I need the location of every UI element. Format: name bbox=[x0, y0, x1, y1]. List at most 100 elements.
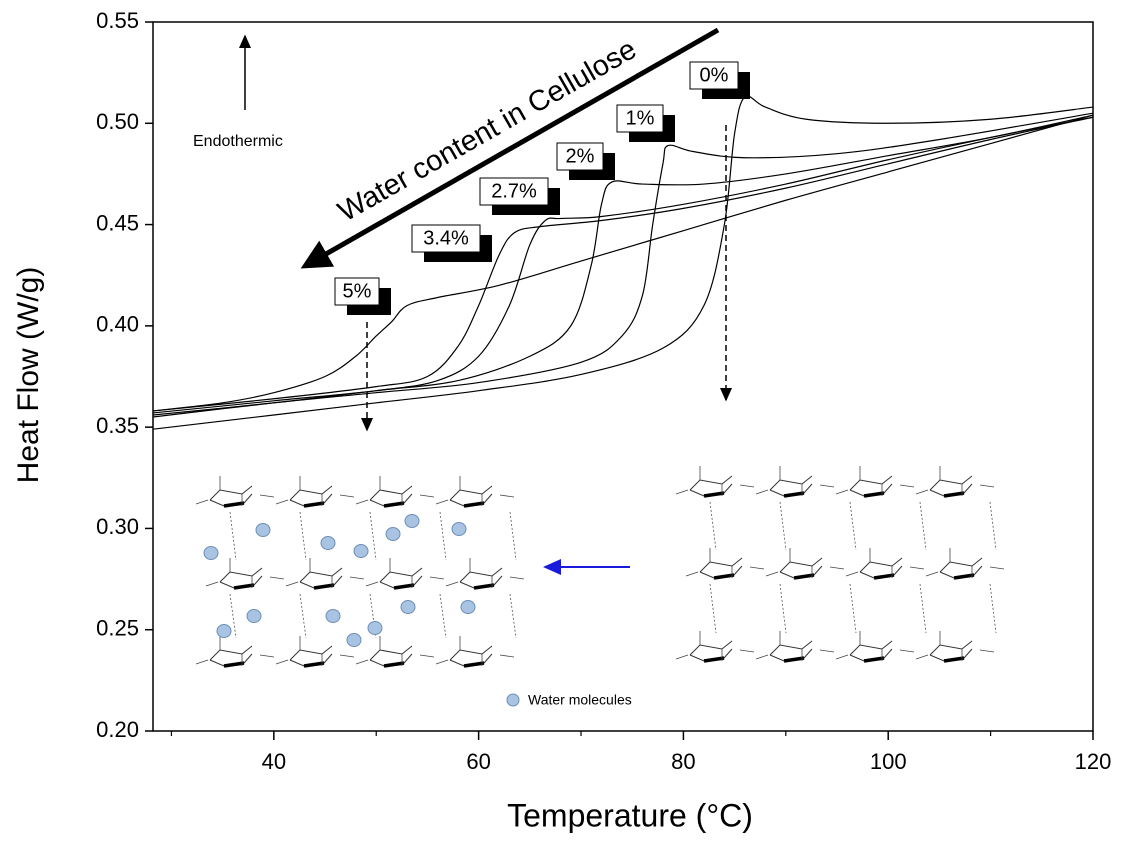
glucose-ring-edge bbox=[863, 491, 885, 498]
y-tick-label: 0.55 bbox=[96, 8, 139, 33]
substituent-bonds bbox=[355, 476, 435, 506]
y-axis-label: Heat Flow (W/g) bbox=[12, 267, 45, 484]
glucose-ring-edge bbox=[223, 501, 245, 508]
glucose-ring-edge bbox=[463, 501, 485, 508]
hydrogen-bond bbox=[439, 511, 447, 561]
y-tick-label: 0.45 bbox=[96, 210, 139, 235]
y-tick-label: 0.40 bbox=[96, 312, 139, 337]
y-tick-label: 0.35 bbox=[96, 413, 139, 438]
dsc-curve bbox=[153, 116, 1093, 412]
substituent-bonds bbox=[435, 636, 515, 666]
glucose-ring bbox=[369, 485, 413, 507]
glucose-ring bbox=[379, 567, 423, 589]
water-molecule bbox=[255, 523, 271, 537]
glucose-ring-edge bbox=[783, 491, 805, 498]
water-molecule bbox=[367, 621, 383, 635]
glucose-ring-edge bbox=[783, 656, 805, 663]
substituent-bonds bbox=[915, 466, 995, 496]
dsc-curve bbox=[153, 116, 1093, 414]
hydrogen-bond bbox=[299, 593, 307, 639]
label-box bbox=[556, 142, 604, 171]
water-molecule bbox=[385, 527, 401, 541]
curves bbox=[153, 95, 1093, 430]
y-tick-label: 0.30 bbox=[96, 514, 139, 539]
hydrogen-bond bbox=[229, 511, 237, 561]
series-label: 5% bbox=[343, 280, 372, 302]
x-tick-label: 120 bbox=[1075, 749, 1112, 774]
label-box bbox=[334, 277, 380, 306]
substituent-bonds bbox=[915, 631, 995, 661]
glucose-ring-edge bbox=[703, 656, 725, 663]
glucose-ring-edge bbox=[313, 583, 335, 590]
y-tick-label: 0.50 bbox=[96, 109, 139, 134]
substituent-bonds bbox=[195, 476, 275, 506]
hydrogen-bond bbox=[369, 511, 377, 561]
hydrogen-bond bbox=[849, 501, 857, 551]
water-molecule bbox=[203, 546, 219, 560]
hydrogen-bond bbox=[509, 511, 517, 561]
series-label: 3.4% bbox=[423, 227, 469, 249]
substituent-bonds bbox=[275, 476, 355, 506]
label-box bbox=[689, 61, 739, 90]
water-molecule bbox=[451, 522, 467, 536]
glucose-ring-edge bbox=[713, 573, 735, 580]
label-box bbox=[479, 177, 549, 206]
dsc-curve bbox=[153, 114, 1093, 412]
hydrogen-bond bbox=[229, 593, 237, 639]
glucose-ring bbox=[769, 475, 813, 497]
glucose-ring bbox=[929, 640, 973, 662]
x-axis-label: Temperature (°C) bbox=[507, 797, 753, 833]
glucose-ring bbox=[289, 645, 333, 667]
cellulose-structures bbox=[195, 466, 1005, 668]
water-molecule bbox=[346, 633, 362, 647]
glucose-ring-edge bbox=[793, 573, 815, 580]
glucose-ring bbox=[209, 485, 253, 507]
glucose-ring bbox=[289, 485, 333, 507]
water-molecule bbox=[320, 536, 336, 550]
glucose-ring bbox=[849, 475, 893, 497]
glucose-ring-edge bbox=[943, 656, 965, 663]
glucose-ring bbox=[219, 567, 263, 589]
substituent-bonds bbox=[685, 548, 765, 578]
glucose-ring bbox=[699, 557, 743, 579]
x-tick-label: 80 bbox=[671, 749, 695, 774]
substituent-bonds bbox=[765, 548, 845, 578]
glucose-ring-edge bbox=[863, 656, 885, 663]
glucose-ring bbox=[939, 557, 983, 579]
plot-frame bbox=[152, 21, 1094, 732]
substituent-bonds bbox=[675, 466, 755, 496]
glucose-ring bbox=[689, 475, 733, 497]
glucose-ring bbox=[769, 640, 813, 662]
glucose-ring-edge bbox=[303, 661, 325, 668]
x-tick-label: 100 bbox=[870, 749, 907, 774]
glucose-ring-edge bbox=[383, 501, 405, 508]
substituent-bonds bbox=[835, 466, 915, 496]
endothermic-annotation: Endothermic bbox=[193, 133, 283, 150]
substituent-bonds bbox=[365, 558, 445, 588]
glucose-ring bbox=[849, 640, 893, 662]
x-tick-label: 60 bbox=[466, 749, 490, 774]
substituent-bonds bbox=[285, 558, 365, 588]
water-molecule bbox=[216, 624, 232, 638]
glucose-ring bbox=[369, 645, 413, 667]
substituent-bonds bbox=[445, 558, 525, 588]
water-molecule bbox=[400, 600, 416, 614]
water-content-arrow bbox=[300, 27, 720, 269]
glucose-ring-edge bbox=[943, 491, 965, 498]
glucose-ring bbox=[689, 640, 733, 662]
substituent-bonds bbox=[355, 636, 435, 666]
series-label: 1% bbox=[626, 107, 655, 129]
substituent-bonds bbox=[925, 548, 1005, 578]
water-molecule bbox=[353, 544, 369, 558]
hydrogen-bond bbox=[919, 501, 927, 551]
series-label: 2% bbox=[566, 145, 595, 167]
substituent-bonds bbox=[835, 631, 915, 661]
substituent-bonds bbox=[755, 631, 835, 661]
substituent-bonds bbox=[195, 636, 275, 666]
hydrogen-bond bbox=[509, 593, 517, 639]
substituent-bonds bbox=[205, 558, 285, 588]
legend-water-marker bbox=[506, 693, 520, 707]
glucose-ring-edge bbox=[223, 661, 245, 668]
glucose-ring-edge bbox=[383, 661, 405, 668]
